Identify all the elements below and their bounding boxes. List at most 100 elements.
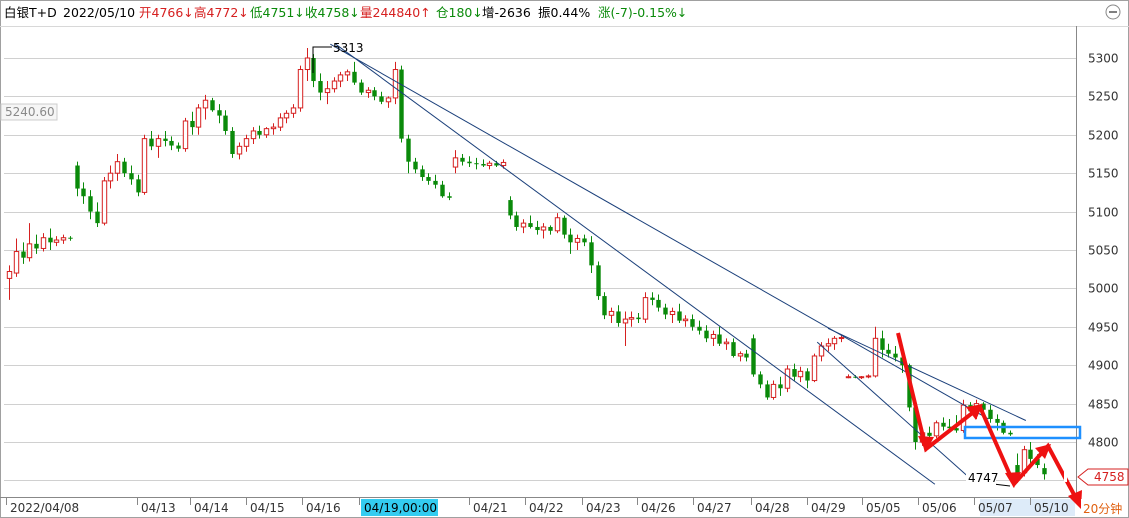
cursor-date: 04/19,00:00	[364, 501, 437, 515]
candle-body	[13, 251, 20, 274]
candle-up	[392, 61, 399, 105]
candle-body	[669, 310, 676, 316]
candle-body	[53, 239, 60, 243]
candle-up	[486, 160, 493, 170]
candle-body	[954, 428, 959, 431]
candle-body	[628, 317, 635, 320]
candle-up	[669, 307, 676, 323]
timeframe-label[interactable]: 20分钟	[1083, 501, 1122, 516]
candle-body	[433, 180, 438, 185]
candle-body	[399, 69, 404, 139]
candle-down	[136, 174, 141, 197]
candle-body	[704, 330, 709, 339]
candle-body	[195, 107, 202, 128]
candle-body	[324, 88, 331, 94]
candle-down	[474, 157, 479, 170]
price-tick-label: 5200	[1088, 129, 1119, 143]
candle-body	[129, 173, 134, 180]
candle-down	[528, 215, 533, 229]
candle-up	[554, 213, 561, 234]
candle-down	[568, 228, 573, 254]
candle-body	[304, 57, 311, 71]
candle-up	[825, 338, 832, 352]
candle-up	[574, 234, 581, 250]
time-axis-labels: 2022/04/08 04/13 04/14 04/15 04/16 04/21 04/22…	[6, 497, 1075, 516]
candle-body	[236, 145, 243, 155]
candle-body	[589, 242, 594, 266]
candle-body	[331, 80, 338, 90]
candle-up	[141, 134, 148, 195]
candle-body	[941, 422, 946, 427]
candle-body	[778, 384, 783, 389]
candle-up	[331, 77, 338, 93]
candle-body	[500, 161, 507, 167]
high-value: 高4772↓	[194, 5, 249, 20]
candle-body	[318, 81, 323, 93]
candle-down	[744, 349, 749, 362]
candle-up	[337, 71, 344, 88]
change-value: 涨(-7)-0.15%↓	[598, 5, 687, 20]
candle-down	[34, 234, 39, 254]
candle-body	[182, 120, 189, 150]
candle-up	[270, 123, 277, 135]
candle-body	[717, 334, 722, 344]
candle-body	[900, 357, 905, 366]
candle-body	[440, 184, 445, 197]
candle-body	[481, 163, 486, 166]
candle-up	[155, 134, 162, 158]
candle-body	[114, 161, 121, 174]
candle-up	[642, 292, 649, 323]
candle-body	[21, 251, 26, 258]
candle-body	[474, 163, 479, 165]
cursor-date-box	[361, 499, 438, 516]
time-tick-label: 05/06	[922, 501, 957, 515]
candle-body	[913, 407, 918, 442]
candle-body	[467, 161, 472, 164]
candle-body	[337, 74, 344, 82]
candle-body	[122, 161, 127, 174]
max-label: 5313	[333, 41, 364, 55]
candle-body	[825, 343, 832, 347]
candle-body	[1015, 465, 1020, 473]
candle-up	[710, 330, 717, 346]
trendline	[335, 43, 936, 485]
candle-body	[176, 145, 181, 149]
candle-body	[460, 157, 465, 162]
candle-body	[682, 318, 689, 322]
time-tick-label: 04/16	[306, 501, 341, 515]
candle-down	[433, 174, 438, 189]
candle-body	[202, 99, 209, 109]
candle-down	[210, 97, 215, 112]
candle-body	[1042, 468, 1047, 475]
candle-body	[452, 157, 459, 168]
time-tick-label: 04/13	[141, 501, 176, 515]
candle-up	[933, 420, 940, 439]
candle-body	[872, 337, 879, 377]
candle-body	[217, 110, 222, 116]
price-tick-label: 5050	[1088, 244, 1119, 258]
candle-body	[494, 163, 499, 166]
zigzag-path	[896, 332, 1080, 503]
candle-up	[250, 127, 257, 145]
candle-body	[48, 237, 53, 243]
candle-body	[622, 318, 629, 324]
candle-down	[217, 104, 222, 124]
candle-down	[318, 73, 323, 101]
max-leader	[312, 46, 332, 73]
candle-down	[359, 79, 364, 95]
candle-body	[297, 69, 304, 109]
candle-body	[420, 169, 425, 178]
candle-body	[792, 369, 797, 377]
time-tick-label: 04/27	[697, 501, 732, 515]
candle-body	[663, 307, 668, 315]
candle-down	[988, 405, 993, 423]
arrow-head-1	[918, 436, 934, 452]
candle-body	[101, 180, 108, 224]
candle-up	[770, 380, 777, 400]
candle-down	[704, 325, 709, 343]
candle-body	[406, 138, 411, 162]
candle-up	[263, 127, 270, 138]
candle-up	[628, 311, 635, 327]
candle-down	[616, 305, 621, 327]
candle-body	[277, 117, 284, 128]
